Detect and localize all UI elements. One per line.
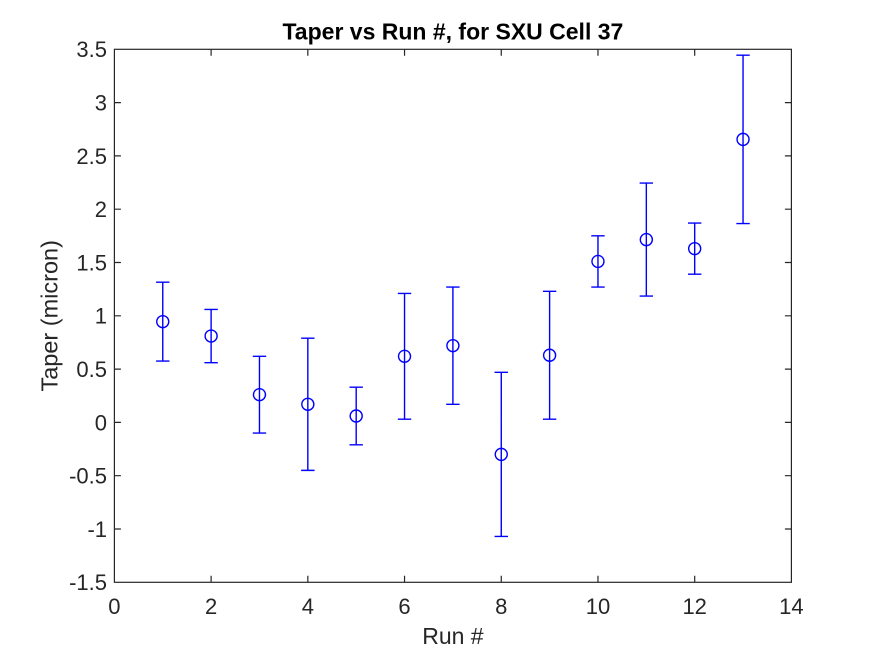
svg-text:8: 8 [495,594,507,619]
svg-text:-1.5: -1.5 [69,570,107,595]
svg-text:6: 6 [398,594,410,619]
svg-text:14: 14 [779,594,803,619]
svg-text:0: 0 [95,410,107,435]
svg-text:Taper (micron): Taper (micron) [36,240,62,391]
svg-text:3: 3 [95,91,107,116]
svg-text:10: 10 [586,594,610,619]
svg-text:-1: -1 [87,517,107,542]
svg-text:1.5: 1.5 [76,250,107,275]
svg-text:0: 0 [108,594,120,619]
svg-text:3.5: 3.5 [76,37,107,62]
svg-text:2: 2 [205,594,217,619]
svg-text:4: 4 [302,594,314,619]
svg-text:-0.5: -0.5 [69,464,107,489]
svg-text:Taper vs Run #, for SXU Cell 3: Taper vs Run #, for SXU Cell 37 [282,19,623,45]
svg-text:12: 12 [682,594,706,619]
svg-text:Run #: Run # [422,623,484,649]
svg-text:2: 2 [95,197,107,222]
svg-text:0.5: 0.5 [76,357,107,382]
svg-text:1: 1 [95,304,107,329]
svg-text:2.5: 2.5 [76,144,107,169]
